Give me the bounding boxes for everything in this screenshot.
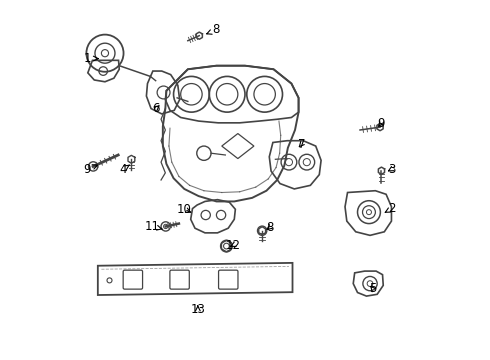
Text: 5: 5 <box>369 283 377 296</box>
Text: 4: 4 <box>119 163 129 176</box>
Text: 1: 1 <box>84 52 98 65</box>
Text: 3: 3 <box>388 163 395 176</box>
Text: 8: 8 <box>207 23 220 36</box>
Text: 9: 9 <box>83 163 98 176</box>
Text: 10: 10 <box>177 203 192 216</box>
Text: 11: 11 <box>145 220 163 233</box>
Text: 9: 9 <box>377 117 385 130</box>
Text: 7: 7 <box>298 138 305 151</box>
Text: 2: 2 <box>385 202 396 215</box>
Text: 6: 6 <box>152 102 159 115</box>
Text: 13: 13 <box>191 303 205 316</box>
Text: 8: 8 <box>267 221 274 234</box>
Text: 12: 12 <box>226 239 241 252</box>
